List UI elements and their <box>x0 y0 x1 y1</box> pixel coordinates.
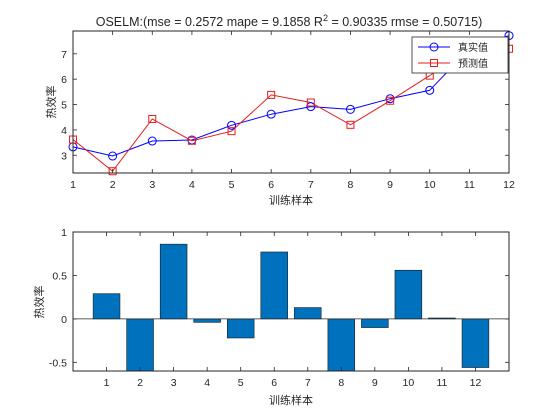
y-axis-ticks: -0.5 0 0.5 1 <box>49 227 509 369</box>
title-superscript: 2 <box>323 13 328 23</box>
bar-4 <box>193 318 221 323</box>
x-axis-ticks: 1 2 3 4 5 6 7 8 9 10 11 12 <box>104 232 482 389</box>
x-tick-label: 9 <box>387 179 393 191</box>
point-square-7 <box>306 98 315 107</box>
legend: 真实值 预测值 <box>411 36 509 74</box>
x-tick-label: 11 <box>436 377 447 389</box>
point-circle-8 <box>345 104 355 114</box>
series-line-1 <box>72 35 510 157</box>
point-circle-2 <box>108 151 118 161</box>
bar-5 <box>226 318 255 339</box>
x-tick-label: 3 <box>149 179 155 191</box>
x-tick-label: 7 <box>305 377 311 389</box>
legend-label-series-2: 预测值 <box>458 57 488 70</box>
y-tick-label: 0 <box>61 314 67 326</box>
x-tick-label: 10 <box>403 377 415 389</box>
x-tick-label: 6 <box>271 377 277 389</box>
x-tick-label: 2 <box>137 377 143 389</box>
y-axis-label: 热效率 <box>32 286 46 319</box>
y-tick-label: 5 <box>61 100 67 112</box>
x-tick-label: 8 <box>348 179 354 191</box>
bar-3 <box>159 243 188 320</box>
point-circle-5 <box>227 120 237 130</box>
bar-chart: 1 2 3 4 5 6 7 8 9 10 11 12 -0.500.51 训练样本 热效率 <box>32 227 510 407</box>
y-tick-label: 0.5 <box>52 270 67 282</box>
y-tick-label: 1 <box>61 227 67 239</box>
point-circle-7 <box>306 102 316 112</box>
plot-frame <box>72 231 510 372</box>
x-tick-label: 5 <box>229 179 235 191</box>
x-tick-label: 2 <box>110 179 116 191</box>
legend-box <box>411 36 509 74</box>
point-square-5 <box>227 127 236 136</box>
bar-7 <box>294 307 322 320</box>
point-circle-6 <box>266 109 276 119</box>
bar-10 <box>394 269 423 320</box>
y-tick-label: 7 <box>61 49 67 61</box>
point-square-4 <box>187 136 196 145</box>
point-square-9 <box>386 96 395 105</box>
y-tick-label: -0.5 <box>49 357 67 369</box>
x-axis-label: 训练样本 <box>269 193 313 207</box>
x-tick-label: 5 <box>238 377 244 389</box>
x-tick-label: 8 <box>338 377 344 389</box>
bars <box>92 243 490 372</box>
line-chart: OSELM:(mse = 0.2572 mape = 9.1858 R2 = 0… <box>44 13 515 207</box>
x-tick-label: 4 <box>204 377 210 389</box>
y-tick-label: 6 <box>61 74 67 86</box>
legend-marker-circle <box>429 42 439 52</box>
y-tick-label: 3 <box>61 150 67 162</box>
point-square-6 <box>267 90 276 99</box>
x-tick-label: 12 <box>503 179 515 191</box>
bar-9 <box>361 318 389 328</box>
bar-6 <box>260 251 288 320</box>
title-tail: = 0.90335 rmse = 0.50715) <box>328 15 482 29</box>
x-tick-label: 6 <box>268 179 274 191</box>
legend-marker-square <box>430 59 438 67</box>
bar-8 <box>327 318 356 372</box>
legend-label-series-1: 真实值 <box>458 41 488 54</box>
x-tick-label: 1 <box>70 179 76 191</box>
bar-12 <box>461 318 490 368</box>
point-square-3 <box>148 114 157 123</box>
title-main: OSELM:(mse = 0.2572 mape = 9.1858 R <box>96 15 323 29</box>
bar-1 <box>92 293 121 320</box>
point-circle-3 <box>147 136 157 146</box>
point-square-8 <box>346 120 355 129</box>
point-circle-10 <box>425 85 435 95</box>
x-tick-label: 9 <box>372 377 378 389</box>
x-tick-label: 3 <box>171 377 177 389</box>
bar-2 <box>126 318 154 372</box>
x-tick-label: 1 <box>104 377 110 389</box>
point-square-2 <box>108 167 117 176</box>
plot-frame <box>72 30 510 174</box>
x-tick-label: 4 <box>189 179 195 191</box>
x-tick-label: 7 <box>308 179 314 191</box>
y-tick-label: 4 <box>61 125 67 137</box>
y-axis-label: 热效率 <box>44 86 58 119</box>
x-axis-label: 训练样本 <box>269 393 313 407</box>
x-tick-label: 11 <box>464 179 475 191</box>
chart-title: OSELM:(mse = 0.2572 mape = 9.1858 R2 = 0… <box>96 13 483 29</box>
x-tick-label: 10 <box>424 179 436 191</box>
x-tick-label: 12 <box>470 377 482 389</box>
x-axis-ticks: 1 2 3 4 5 6 7 8 9 10 11 12 <box>70 31 515 191</box>
